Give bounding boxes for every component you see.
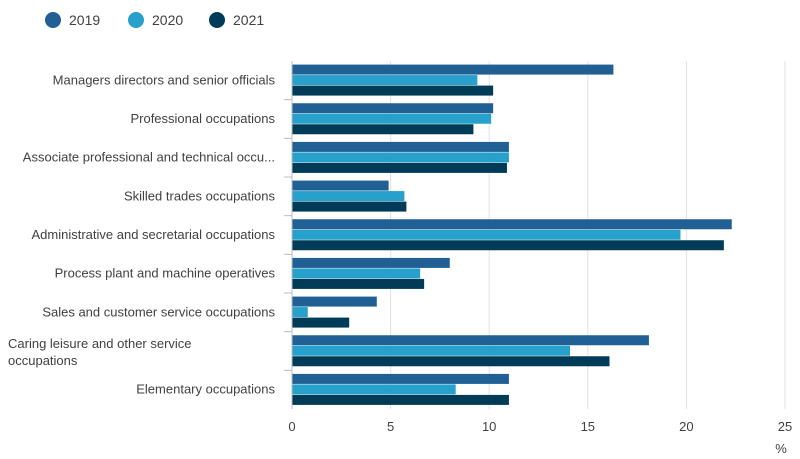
bar-2021-8 — [292, 394, 509, 405]
legend: 2019 2020 2021 — [45, 12, 264, 28]
bar-2021-6 — [292, 317, 350, 328]
x-tick-label-5: 5 — [387, 419, 394, 434]
category-label-5: Process plant and machine operatives — [55, 266, 276, 281]
bar-2019-7 — [292, 335, 649, 346]
bar-2021-1 — [292, 124, 474, 135]
bar-2021-3 — [292, 201, 407, 212]
bar-2020-4 — [292, 229, 681, 240]
x-tick-label-25: 25 — [778, 419, 792, 434]
category-label-2: Associate professional and technical occ… — [23, 150, 275, 165]
bars — [292, 64, 732, 405]
bar-2021-4 — [292, 240, 724, 251]
category-label-7: Caring leisure and other service occupati… — [8, 336, 192, 368]
x-tick-label-20: 20 — [679, 419, 693, 434]
category-label-1: Professional occupations — [130, 111, 275, 126]
category-label-0: Managers directors and senior officials — [53, 72, 276, 87]
category-label-4: Administrative and secretarial occupatio… — [31, 227, 275, 242]
legend-label-2020: 2020 — [152, 12, 183, 28]
bar-2019-8 — [292, 373, 509, 384]
x-axis-ticks: 0 5 10 15 20 25 — [288, 419, 792, 434]
category-label-8: Elementary occupations — [136, 382, 275, 397]
bar-2020-6 — [292, 307, 308, 318]
bar-2019-1 — [292, 103, 494, 114]
bar-2020-8 — [292, 384, 456, 395]
bar-2021-5 — [292, 278, 425, 289]
bar-2019-4 — [292, 219, 732, 230]
x-tick-label-15: 15 — [581, 419, 595, 434]
x-tick-label-10: 10 — [482, 419, 496, 434]
bar-2019-2 — [292, 141, 509, 152]
bar-2020-1 — [292, 113, 492, 124]
legend-label-2021: 2021 — [233, 12, 264, 28]
bar-2021-0 — [292, 85, 494, 96]
legend-label-2019: 2019 — [69, 12, 100, 28]
x-tick-label-0: 0 — [288, 419, 295, 434]
category-labels: Managers directors and senior officials P… — [8, 72, 275, 396]
bar-2021-2 — [292, 162, 507, 173]
x-axis-label: % — [775, 441, 787, 456]
bar-2020-7 — [292, 345, 571, 356]
bar-2019-0 — [292, 64, 614, 75]
legend-marker-2021 — [209, 12, 225, 28]
bar-2020-2 — [292, 152, 509, 163]
legend-marker-2020 — [128, 12, 144, 28]
legend-marker-2019 — [45, 12, 61, 28]
bar-2020-0 — [292, 75, 478, 86]
category-label-3: Skilled trades occupations — [124, 188, 276, 203]
bar-2020-3 — [292, 191, 405, 202]
bar-2019-5 — [292, 257, 450, 268]
bar-2019-3 — [292, 180, 389, 191]
bar-2021-7 — [292, 356, 610, 367]
bar-2019-6 — [292, 296, 377, 307]
bar-2020-5 — [292, 268, 421, 279]
category-label-6: Sales and customer service occupations — [42, 304, 275, 319]
